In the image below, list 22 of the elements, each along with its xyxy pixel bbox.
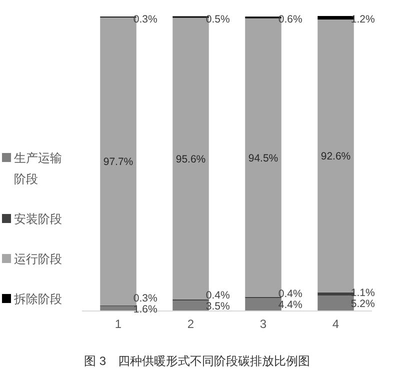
legend-label: 安装阶段 (14, 212, 62, 226)
data-label: 0.3% (133, 292, 158, 304)
data-label: 95.6% (176, 153, 206, 166)
x-tick-label: 4 (332, 317, 340, 331)
text: 图 3 四种供暖形式不同阶段碳排放比例图 (84, 354, 310, 368)
x-tick-label: 2 (187, 317, 194, 331)
x-tick-label: 1 (114, 317, 122, 331)
data-label: 94.5% (248, 152, 278, 164)
legend-label: 拆除阶段 (13, 292, 62, 306)
data-label: 1.1% (350, 287, 375, 300)
data-label: 92.6% (320, 150, 351, 163)
data-label: 97.7% (103, 156, 134, 168)
data-label: 0.3% (133, 14, 158, 26)
legend-label: 生产运输阶段 (14, 151, 62, 186)
data-label: 0.4% (278, 288, 302, 300)
data-label: 0.6% (278, 14, 302, 26)
legend-label: 运行阶段 (14, 252, 62, 266)
x-tick-label: 3 (260, 317, 267, 331)
data-label: 1.6% (133, 303, 158, 316)
data-label: 0.4% (206, 290, 230, 302)
data-label: 0.5% (206, 14, 230, 26)
data-label: 1.2% (350, 14, 375, 26)
